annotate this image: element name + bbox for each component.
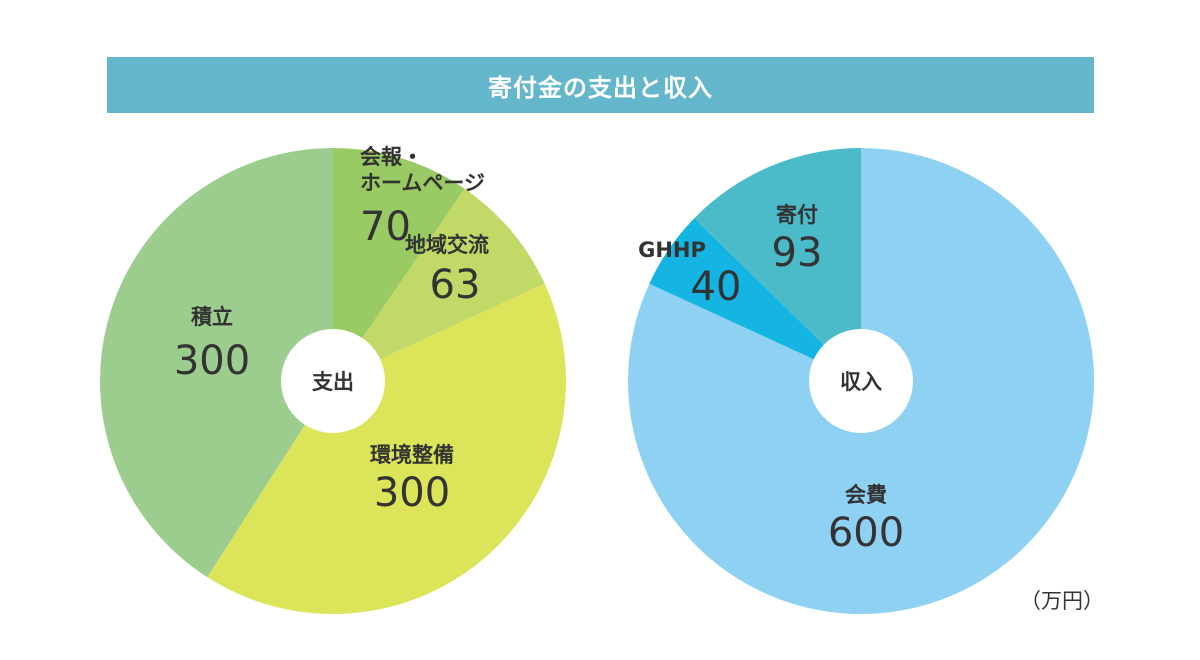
pie1-slice-2-value: 63 <box>430 262 481 308</box>
pie1-slice-1-label: ホームページ <box>360 171 485 195</box>
pie1-slice-1 <box>333 148 465 381</box>
pie2-slice-2-value: 40 <box>691 264 742 310</box>
pie1-center-label: 支出 <box>312 370 354 394</box>
pie1-slice-4 <box>99 148 334 578</box>
pie1-slice-3-label: 環境整備 <box>370 443 454 467</box>
pie1-slice-1-label: 会報・ <box>360 145 423 169</box>
pie2-center-label: 収入 <box>840 370 882 394</box>
pie2-center-hole <box>809 329 913 433</box>
pie2-slice-1-label: 会費 <box>845 483 887 507</box>
pie2-slice-3 <box>694 148 861 381</box>
unit-label: （万円） <box>1020 589 1104 613</box>
pie1-slice-4-value: 300 <box>174 338 250 384</box>
pie1-slice-1-value: 70 <box>360 204 411 250</box>
pie1-slice-3 <box>207 283 567 615</box>
pie1-slice-2-label: 地域交流 <box>405 233 489 257</box>
chart-title: 寄付金の支出と収入 <box>107 57 1094 113</box>
pie1-slice-4-label: 積立 <box>191 305 233 329</box>
pie2-slice-2-label: GHHP <box>638 238 706 262</box>
pie1-center-hole <box>281 329 385 433</box>
pie2-slice-3-label: 寄付 <box>776 203 818 227</box>
pie2-slice-2 <box>649 218 861 381</box>
pie1-slice-2 <box>333 188 545 381</box>
pie2-slice-3-value: 93 <box>772 230 823 276</box>
pie1-slice-3-value: 300 <box>374 470 450 516</box>
pie2-slice-1-value: 600 <box>828 510 904 556</box>
